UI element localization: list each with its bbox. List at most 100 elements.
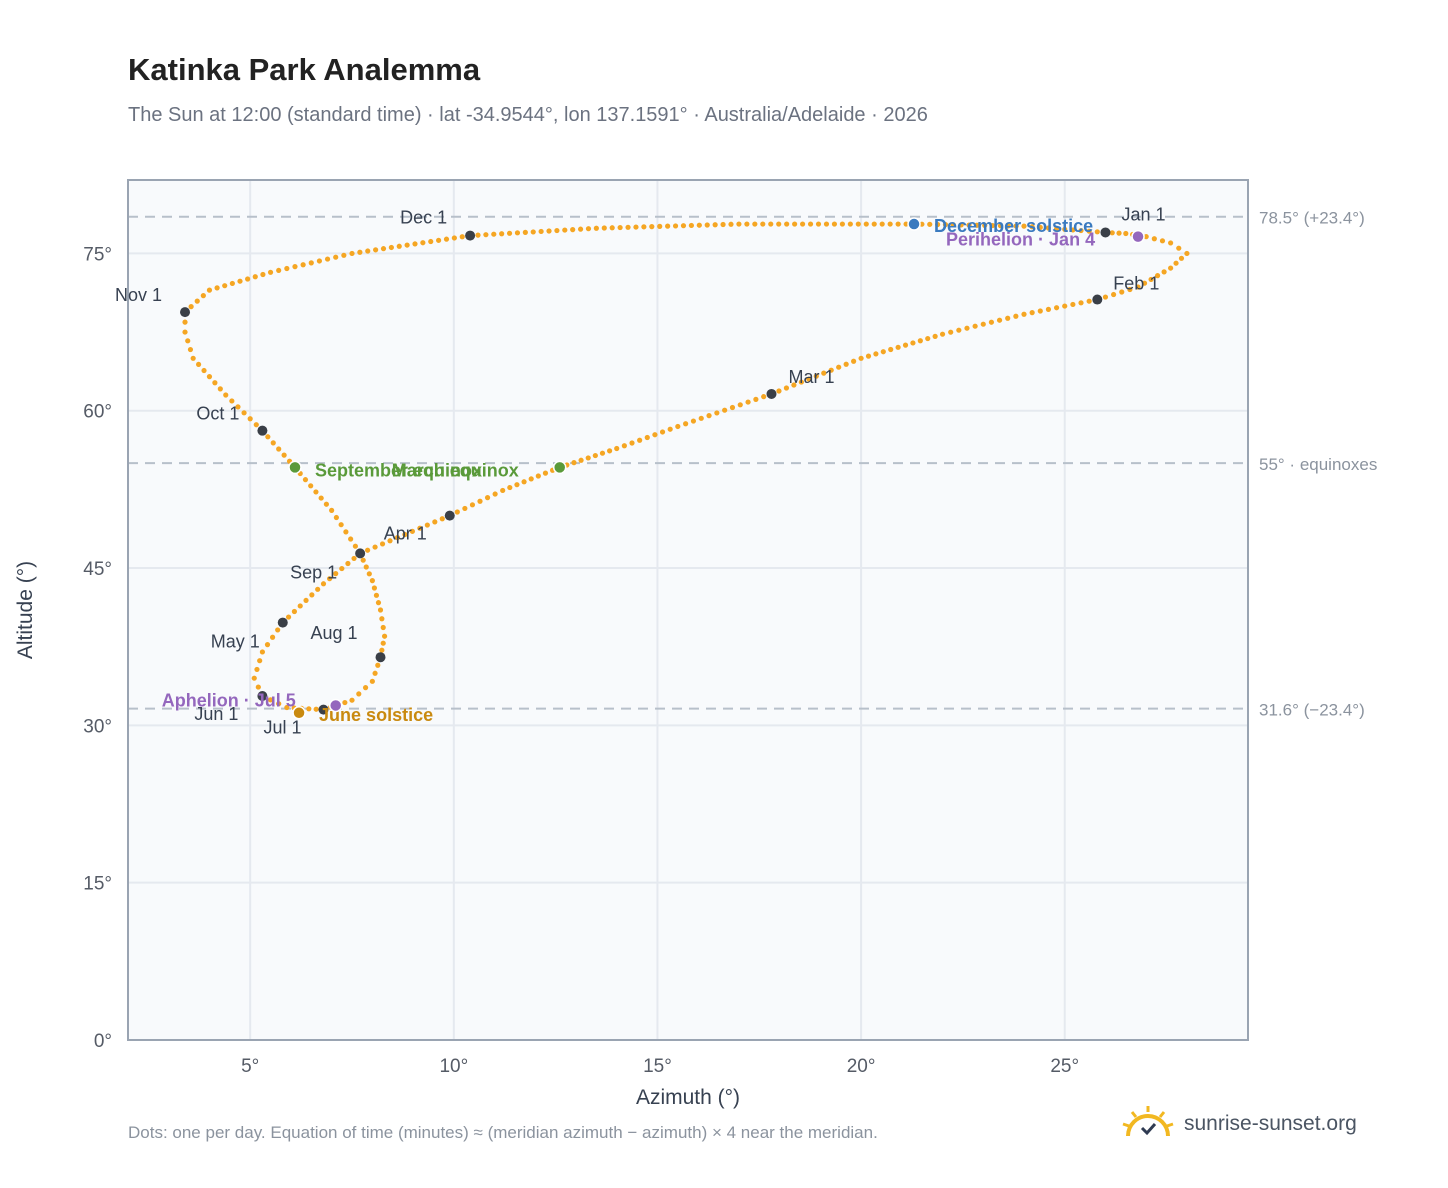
day-dot (315, 586, 321, 592)
event-label: June solstice (319, 705, 433, 725)
day-dot (484, 495, 491, 501)
day-dot (188, 304, 194, 310)
day-dot (706, 413, 712, 419)
day-dot (469, 502, 476, 508)
day-dot (491, 231, 497, 237)
day-dot (329, 507, 335, 513)
day-dot (760, 221, 766, 227)
day-dot (745, 399, 751, 405)
day-dot (935, 221, 941, 228)
day-dot (988, 319, 995, 325)
day-dot (858, 355, 864, 361)
month-marker (1100, 227, 1111, 238)
day-dot (417, 525, 423, 531)
day-dot (815, 221, 822, 227)
day-dot (956, 327, 962, 333)
day-dot (813, 373, 819, 379)
day-dot (194, 298, 200, 304)
day-dot (300, 262, 306, 268)
day-dot (617, 224, 623, 231)
day-dot (1029, 224, 1035, 230)
day-dot (270, 440, 276, 446)
day-dot (318, 495, 324, 501)
day-dot (1148, 276, 1154, 283)
day-dot (412, 241, 418, 247)
y-tick-label: 75° (83, 244, 112, 265)
day-dot (649, 224, 655, 230)
day-dot (264, 642, 271, 648)
day-dot (276, 701, 282, 707)
day-dot (483, 232, 489, 238)
day-dot (1176, 245, 1182, 251)
event-marker (288, 460, 302, 475)
day-dot (607, 448, 613, 454)
day-dot (836, 364, 842, 370)
day-dot (297, 603, 303, 609)
day-dot (683, 421, 689, 427)
day-dot (1078, 300, 1084, 306)
day-dot (206, 374, 213, 380)
event-label: March equinox (392, 460, 519, 480)
day-dot (349, 250, 355, 257)
day-dot (1045, 306, 1052, 312)
day-dot (903, 221, 909, 227)
day-dot (342, 699, 348, 706)
day-dot (333, 571, 339, 577)
day-dot (379, 647, 385, 653)
day-dot (744, 221, 750, 227)
month-label: Feb 1 (1113, 274, 1159, 294)
month-label: May 1 (211, 632, 260, 652)
day-dot (252, 274, 258, 280)
month-label: Sep 1 (290, 562, 337, 582)
day-dot (1102, 294, 1109, 300)
day-dot (265, 434, 271, 440)
day-dot (365, 547, 371, 553)
day-dot (570, 227, 576, 233)
month-label: Dec 1 (400, 208, 447, 228)
day-dot (1062, 303, 1068, 309)
day-dot (269, 634, 276, 640)
day-dot (997, 223, 1004, 229)
day-dot (275, 627, 281, 633)
day-dot (206, 287, 213, 293)
day-dot (831, 221, 838, 227)
day-dot (1161, 269, 1167, 275)
day-dot (783, 385, 790, 391)
month-marker (180, 307, 191, 318)
day-dot (806, 376, 812, 382)
day-dot (980, 321, 986, 327)
day-dot (313, 489, 319, 495)
day-dot (776, 221, 782, 227)
day-dot (291, 608, 297, 615)
day-dot (974, 222, 980, 228)
day-dot (1053, 305, 1060, 311)
day-dot (217, 386, 223, 392)
chart-subtitle: The Sun at 12:00 (standard time) · lat -… (128, 104, 928, 126)
month-marker (465, 230, 476, 241)
day-dot (372, 544, 378, 550)
event-marker (328, 698, 343, 713)
day-dot (363, 564, 369, 570)
day-dot (182, 329, 188, 335)
day-dot (379, 541, 386, 547)
day-dot (535, 473, 541, 479)
day-dot (267, 269, 274, 275)
event-label: September equinox (315, 460, 482, 480)
day-dot (302, 477, 309, 483)
month-marker (318, 704, 329, 715)
day-dot (629, 440, 635, 446)
brand[interactable]: sunrise-sunset.org (1120, 1102, 1357, 1146)
day-dot (989, 222, 996, 229)
month-marker (277, 617, 288, 628)
day-dot (1029, 310, 1035, 316)
month-label: Nov 1 (115, 285, 162, 305)
day-dot (530, 229, 536, 235)
day-dot (1037, 308, 1043, 314)
day-dot (578, 457, 584, 463)
day-dot (577, 226, 584, 232)
day-dot (966, 222, 972, 228)
day-dot (1154, 273, 1161, 279)
day-dot (475, 232, 481, 238)
day-dot (720, 221, 726, 228)
x-tick-label: 5° (241, 1056, 259, 1077)
